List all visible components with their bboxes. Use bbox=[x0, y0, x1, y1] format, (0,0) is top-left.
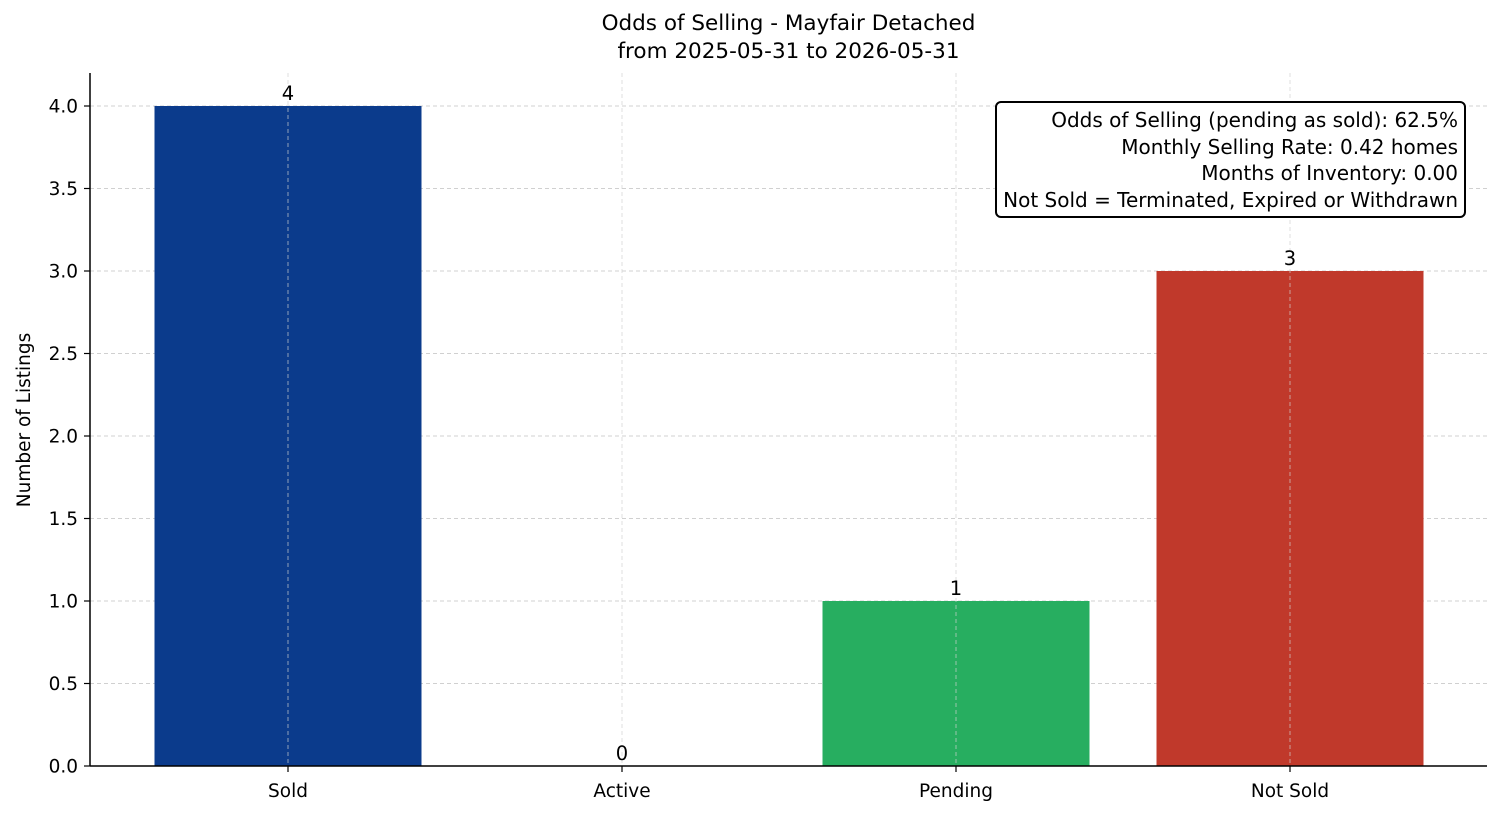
y-tick-label: 0.5 bbox=[49, 674, 78, 695]
bar-value-labels: 4 0 1 3 bbox=[282, 82, 1296, 765]
y-tick-label: 0.0 bbox=[49, 757, 78, 778]
y-tick-label: 3.5 bbox=[49, 179, 78, 200]
y-tick-label: 1.5 bbox=[49, 509, 78, 530]
y-ticks: 0.0 0.5 1.0 1.5 2.0 2.5 3.0 3.5 4.0 bbox=[49, 97, 90, 778]
chart-title-line-1: Odds of Selling - Mayfair Detached bbox=[601, 11, 976, 36]
chart-title-line-2: from 2025-05-31 to 2026-05-31 bbox=[617, 39, 960, 64]
annotation-monthly-selling-rate: Monthly Selling Rate: 0.42 homes bbox=[1121, 134, 1458, 159]
x-ticks: Sold Active Pending Not Sold bbox=[268, 766, 1329, 802]
bar-value-label: 3 bbox=[1284, 247, 1296, 270]
y-tick-label: 2.5 bbox=[49, 344, 78, 365]
x-tick-label: Active bbox=[593, 781, 650, 802]
bar-value-label: 4 bbox=[282, 82, 294, 105]
y-tick-label: 2.0 bbox=[49, 427, 78, 448]
x-tick-label: Sold bbox=[268, 781, 308, 802]
x-tick-label: Not Sold bbox=[1251, 781, 1329, 802]
bar-value-label: 0 bbox=[616, 742, 628, 765]
annotation-not-sold-definition: Not Sold = Terminated, Expired or Withdr… bbox=[1003, 187, 1458, 212]
bar-sold bbox=[154, 106, 422, 766]
annotation-odds-of-selling: Odds of Selling (pending as sold): 62.5% bbox=[1051, 108, 1458, 132]
bar-value-label: 1 bbox=[950, 577, 962, 600]
y-axis-label: Number of Listings bbox=[14, 333, 35, 508]
y-tick-label: 1.0 bbox=[49, 592, 78, 613]
x-tick-label: Pending bbox=[919, 781, 993, 802]
annotation-months-of-inventory: Months of Inventory: 0.00 bbox=[1201, 161, 1458, 185]
y-tick-label: 3.0 bbox=[49, 262, 78, 283]
y-tick-label: 4.0 bbox=[49, 97, 78, 118]
summary-annotation-box: Odds of Selling (pending as sold): 62.5%… bbox=[995, 101, 1466, 218]
